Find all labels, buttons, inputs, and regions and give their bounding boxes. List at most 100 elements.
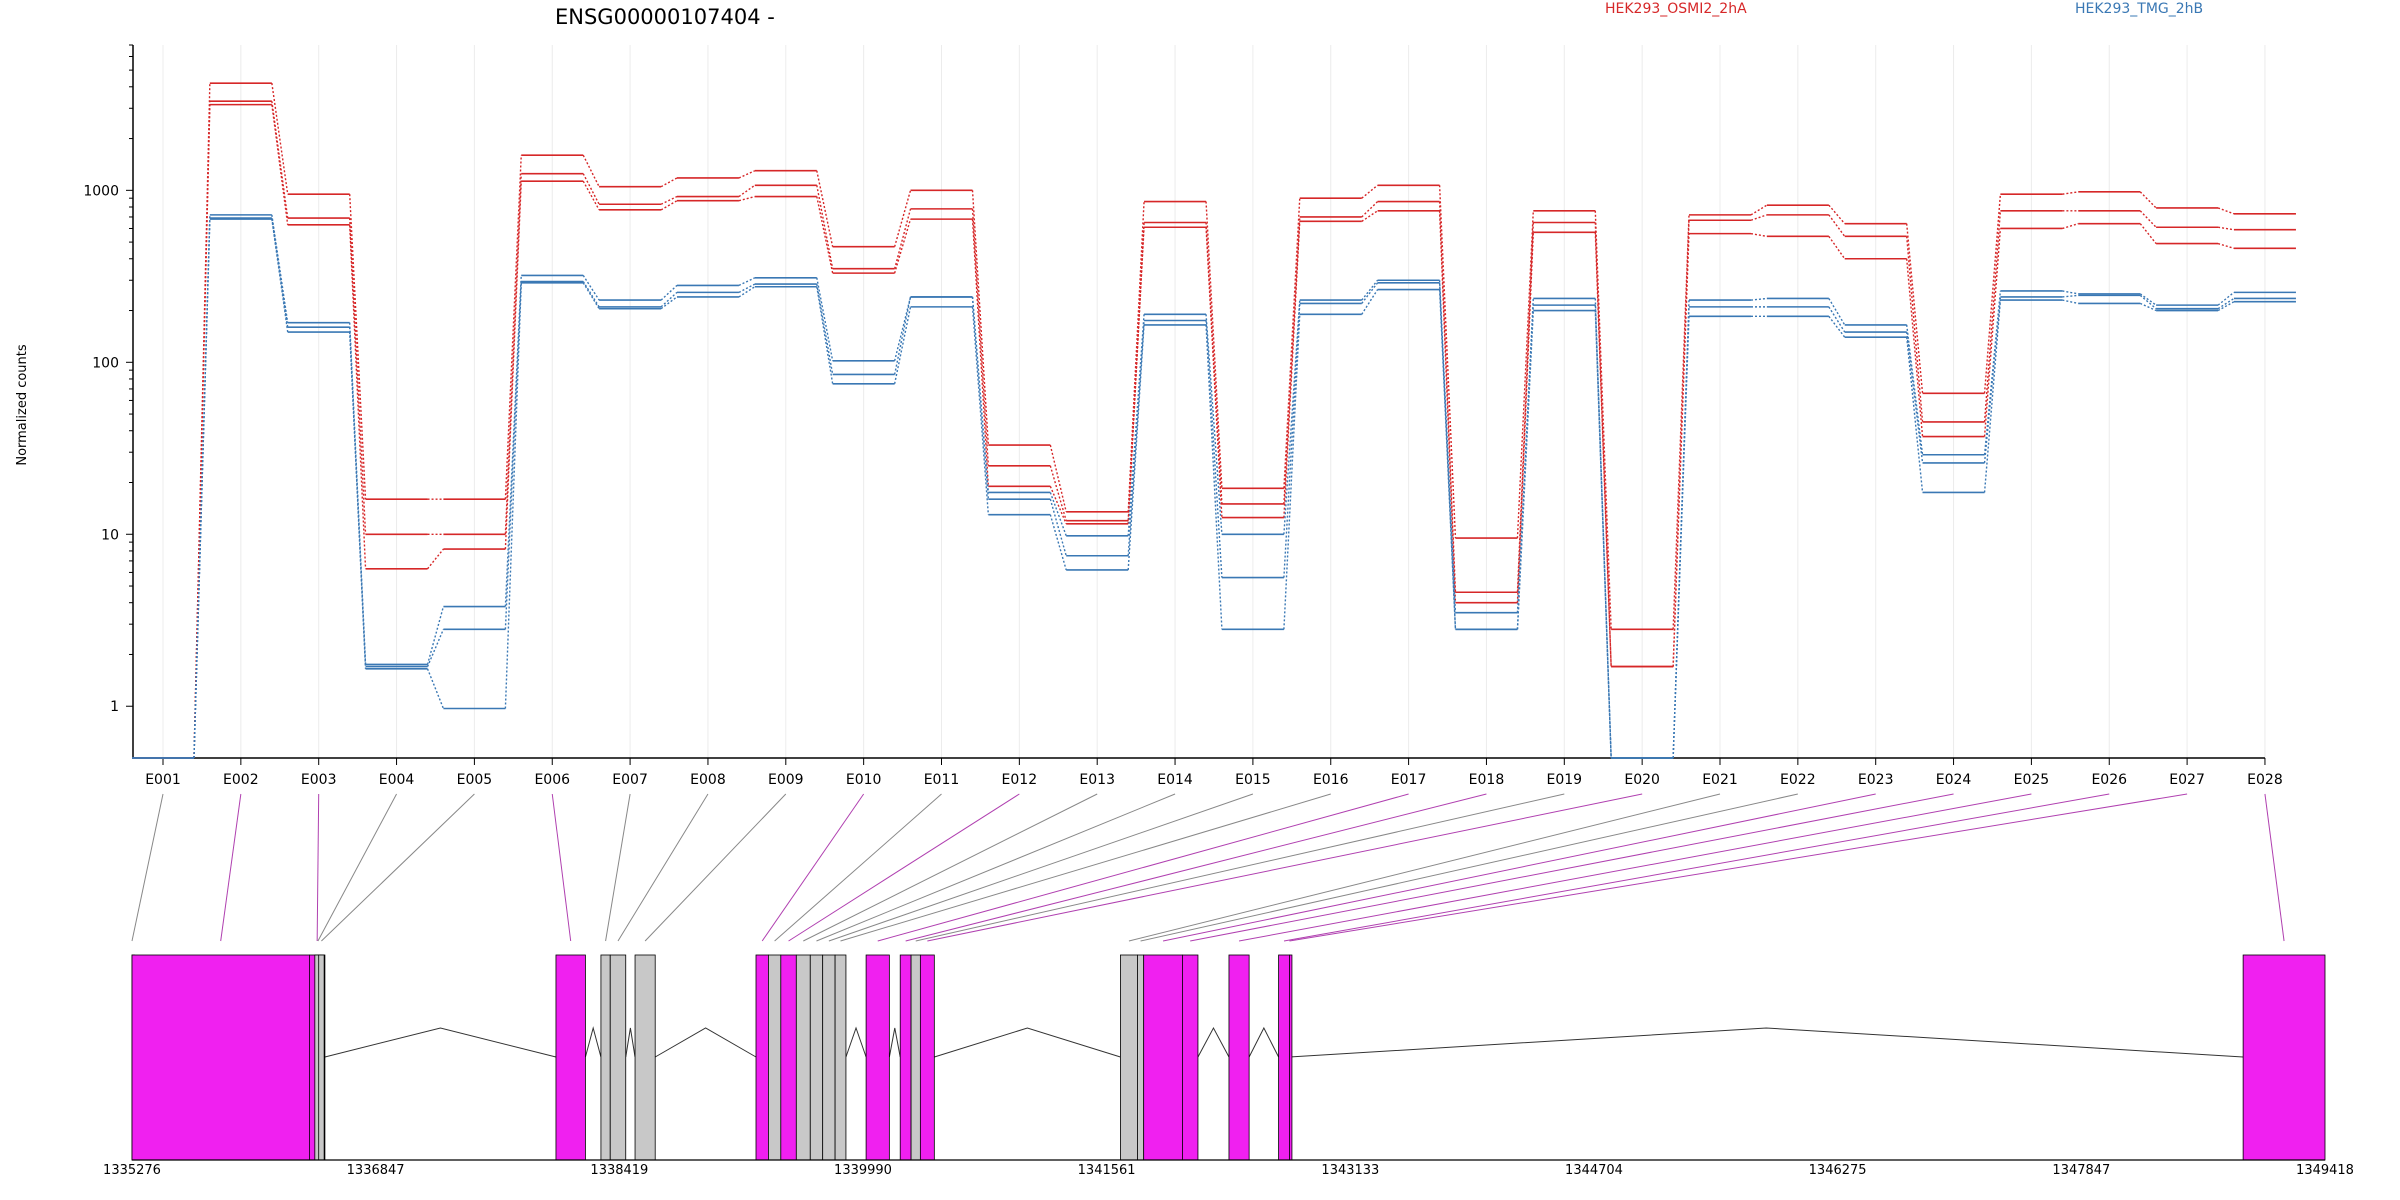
series-connector <box>1516 210 1534 539</box>
genomic-tick-label: 1346275 <box>1809 1163 1867 1178</box>
x-tick-label-e015: E015 <box>1235 772 1271 788</box>
connector-e014 <box>816 793 1176 942</box>
series-connector <box>1828 214 1846 237</box>
series-connector <box>893 296 912 375</box>
connector-e026 <box>1283 793 2110 942</box>
series-connector <box>1127 324 1145 571</box>
exon-block-e026 <box>1278 954 1290 1161</box>
series-connector <box>2217 207 2235 215</box>
series-connector <box>660 296 678 310</box>
exon-block-e027 <box>1289 954 1293 1161</box>
x-tick-label-e016: E016 <box>1313 772 1349 788</box>
series-connector <box>1361 279 1379 301</box>
exon-block-e010 <box>755 954 769 1161</box>
series-connector <box>427 548 444 570</box>
series-connector <box>2139 294 2157 310</box>
series-connector <box>2062 294 2079 298</box>
series-connector <box>1283 314 1301 630</box>
series-connector <box>1672 316 1690 759</box>
x-tick-label-e024: E024 <box>1936 772 1972 788</box>
series-connector <box>971 296 990 500</box>
x-tick-label-e023: E023 <box>1858 772 1894 788</box>
series-connector <box>504 282 522 709</box>
series-connector <box>2217 242 2235 249</box>
intron-line <box>888 1027 901 1058</box>
connector-e016 <box>840 793 1331 942</box>
x-tick-label-e021: E021 <box>1702 772 1738 788</box>
genomic-tick-label: 1349418 <box>2296 1163 2354 1178</box>
connector-e022 <box>1140 793 1798 942</box>
connector-e005 <box>321 793 475 942</box>
series-connector <box>1127 227 1145 524</box>
connector-e010 <box>761 793 865 942</box>
series-connector <box>2217 301 2235 312</box>
genomic-tick-label: 1341561 <box>1078 1163 1136 1178</box>
x-tick-label-e003: E003 <box>301 772 337 788</box>
x-tick-label-e025: E025 <box>2014 772 2050 788</box>
connector-e006 <box>551 793 572 942</box>
exon-block-e013 <box>795 954 811 1161</box>
series-connector <box>1283 300 1301 535</box>
series-connector <box>349 331 367 669</box>
exon-block-e017 <box>865 954 890 1161</box>
series-connector <box>2139 293 2157 306</box>
x-tick-label-e005: E005 <box>457 772 493 788</box>
series-connector <box>1283 221 1301 518</box>
series-connector <box>893 296 912 361</box>
genomic-tick-label: 1338419 <box>590 1163 648 1178</box>
series-connector <box>816 196 834 274</box>
series-connector <box>1049 514 1067 571</box>
x-tick-label-e008: E008 <box>690 772 726 788</box>
x-tick-label-e004: E004 <box>379 772 415 788</box>
series-connector <box>1594 210 1612 630</box>
x-tick-label-e013: E013 <box>1079 772 1115 788</box>
series-connector <box>1672 214 1690 630</box>
series-connector <box>1906 236 1924 422</box>
series-hek293_tmg_2hb-replicate-3 <box>132 218 2296 759</box>
connector-e013 <box>803 793 1098 942</box>
series-connector <box>1828 306 1846 333</box>
intron-line <box>1289 1027 2244 1058</box>
genomic-tick-label: 1336847 <box>347 1163 405 1178</box>
series-hek293_osmi2_2ha-replicate-3 <box>132 103 2296 759</box>
x-tick-label-e018: E018 <box>1469 772 1505 788</box>
exon-block-e002 <box>131 954 310 1161</box>
connector-e001 <box>131 793 164 942</box>
series-connector <box>2217 297 2235 310</box>
series-connector <box>1049 486 1067 525</box>
intron-line <box>584 1026 602 1058</box>
series-connector <box>582 282 600 310</box>
series-connector <box>1828 298 1846 326</box>
x-tick-label-e009: E009 <box>768 772 804 788</box>
series-connector <box>1594 232 1612 667</box>
connector-e020 <box>927 793 1643 942</box>
genomic-tick-label: 1335276 <box>103 1163 161 1178</box>
series-connector <box>2217 291 2235 306</box>
series-connector <box>1438 210 1457 603</box>
series-connector <box>1672 233 1690 667</box>
y-tick-label: 1 <box>110 699 119 715</box>
y-axis: 1 10 100 1000 <box>83 44 134 758</box>
genomic-tick-label: 1339990 <box>834 1163 892 1178</box>
series-connector <box>738 277 756 287</box>
connector-e011 <box>774 793 942 942</box>
genomic-tick-label: 1343133 <box>1321 1163 1379 1178</box>
series-connector <box>582 281 600 308</box>
series-connector <box>1750 297 1767 301</box>
exon-block-e006 <box>555 954 586 1161</box>
series-connector <box>1283 303 1301 578</box>
x-tick-label-e011: E011 <box>924 772 960 788</box>
series-connector <box>1906 324 1924 455</box>
x-tick-label-e007: E007 <box>612 772 648 788</box>
exon-block-e009 <box>634 954 656 1161</box>
series-connector <box>1828 235 1846 260</box>
x-tick-label-e014: E014 <box>1157 772 1193 788</box>
series-connector <box>2217 226 2235 231</box>
x-tick-label-e017: E017 <box>1391 772 1427 788</box>
connector-e018 <box>905 793 1487 942</box>
intron-line <box>1248 1026 1280 1058</box>
series-connector <box>1205 314 1223 535</box>
gene-model-exons <box>131 954 2326 1161</box>
x-tick-label-e001: E001 <box>145 772 181 788</box>
